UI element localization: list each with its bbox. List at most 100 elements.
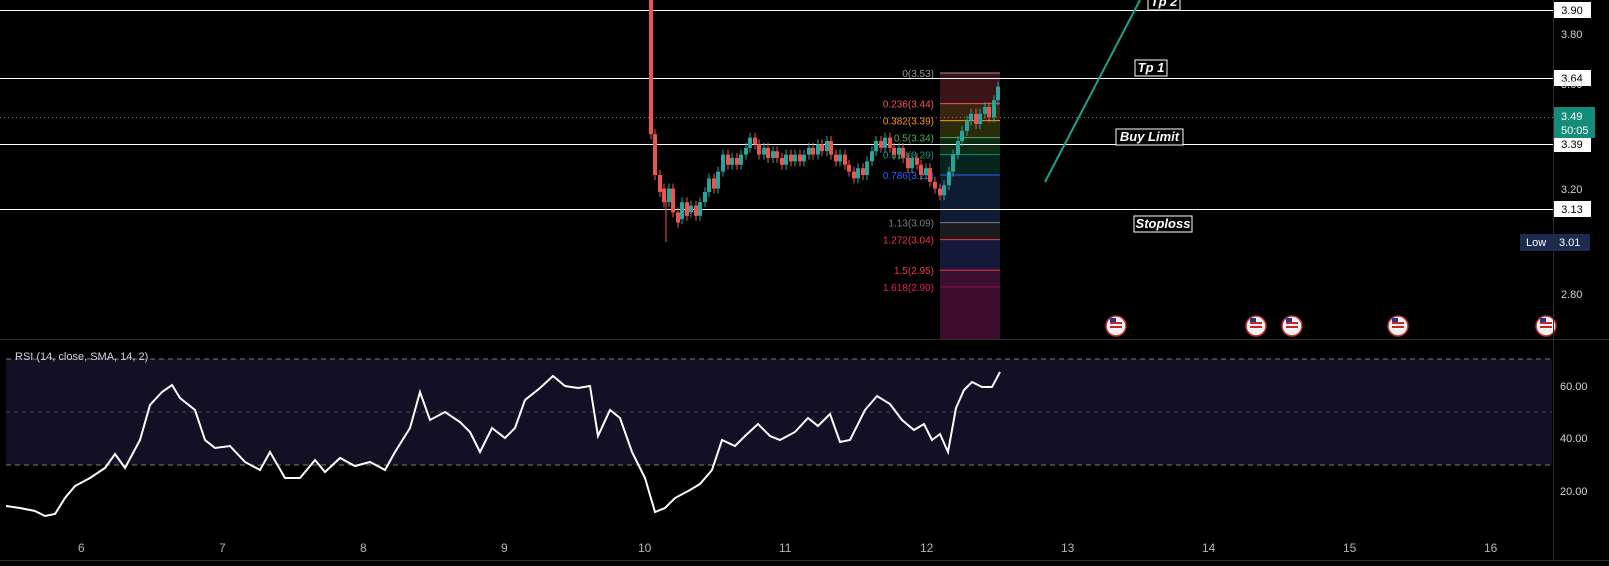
candle-body[interactable] xyxy=(978,113,982,124)
candle-body[interactable] xyxy=(802,154,806,162)
price-tick-label: 2.80 xyxy=(1561,289,1582,301)
candle-body[interactable] xyxy=(897,147,901,155)
candle-body[interactable] xyxy=(653,134,657,175)
candle-body[interactable] xyxy=(996,86,1000,101)
candle-body[interactable] xyxy=(829,141,833,155)
candle-body[interactable] xyxy=(753,137,757,145)
candle-body[interactable] xyxy=(928,168,932,182)
candle-body[interactable] xyxy=(843,154,847,165)
candle-body[interactable] xyxy=(739,154,743,165)
level-price-tag xyxy=(1554,136,1591,152)
candle-body[interactable] xyxy=(847,164,851,172)
candle-body[interactable] xyxy=(671,188,675,213)
candle-body[interactable] xyxy=(825,141,829,152)
candle-body[interactable] xyxy=(784,154,788,165)
candle-body[interactable] xyxy=(766,147,770,158)
candle-body[interactable] xyxy=(906,158,910,169)
candle-body[interactable] xyxy=(811,147,815,155)
candle-body[interactable] xyxy=(748,137,752,148)
candle-body[interactable] xyxy=(942,185,946,196)
candle-body[interactable] xyxy=(757,144,761,155)
candle-body[interactable] xyxy=(712,178,716,189)
candle-body[interactable] xyxy=(852,171,856,179)
candle-body[interactable] xyxy=(987,107,991,118)
candle-body[interactable] xyxy=(676,212,680,223)
candle-body[interactable] xyxy=(969,113,973,121)
candle-body[interactable] xyxy=(992,100,996,118)
annotation-box[interactable] xyxy=(1134,59,1168,77)
us-flag-event-icon[interactable] xyxy=(1535,315,1557,337)
main-price-pane[interactable]: 0(3.53) 0.236(3.44) 0.382(3.39) 0.5(3.34) 0.… xyxy=(0,0,1595,339)
candle-body[interactable] xyxy=(689,205,693,213)
candle-body[interactable] xyxy=(762,147,766,155)
candle-body[interactable] xyxy=(680,202,684,220)
candle-body[interactable] xyxy=(883,137,887,148)
us-flag-event-icon[interactable] xyxy=(1387,315,1409,337)
candle-body[interactable] xyxy=(960,130,964,141)
candle-body[interactable] xyxy=(910,158,914,169)
candle-body[interactable] xyxy=(789,154,793,162)
candle-body[interactable] xyxy=(879,141,883,148)
us-flag-event-icon[interactable] xyxy=(1245,315,1267,337)
candle-body[interactable] xyxy=(662,188,666,203)
candle-body[interactable] xyxy=(856,168,860,179)
candle-body[interactable] xyxy=(798,154,802,162)
time-label-8: 8 xyxy=(360,541,367,555)
candle-body[interactable] xyxy=(744,147,748,155)
candle-body[interactable] xyxy=(919,164,923,175)
candle-body[interactable] xyxy=(938,188,942,196)
candle-body[interactable] xyxy=(730,158,734,165)
candle-body[interactable] xyxy=(820,144,824,152)
candle-body[interactable] xyxy=(933,181,937,189)
candle-body[interactable] xyxy=(807,147,811,155)
candle-body[interactable] xyxy=(915,158,919,165)
candle-body[interactable] xyxy=(956,141,960,155)
candle-body[interactable] xyxy=(685,202,689,216)
candle-body[interactable] xyxy=(974,113,978,124)
us-flag-event-icon[interactable] xyxy=(1281,315,1303,337)
fib-zone xyxy=(940,137,1000,155)
candle-body[interactable] xyxy=(865,161,869,175)
annotation-box[interactable] xyxy=(1147,0,1181,11)
rsi-pane[interactable]: RSI (14, close, SMA, 14, 2) 60.00 40.00 … xyxy=(5,351,1588,518)
candle-body[interactable] xyxy=(901,147,905,158)
candle-body[interactable] xyxy=(888,137,892,148)
candle-body[interactable] xyxy=(771,151,775,158)
candle-body[interactable] xyxy=(775,151,779,158)
trend-line[interactable] xyxy=(1044,0,1141,183)
annotation-box[interactable] xyxy=(1133,215,1193,233)
candle-body[interactable] xyxy=(834,154,838,162)
candle-body[interactable] xyxy=(721,154,725,172)
candle-body[interactable] xyxy=(870,151,874,162)
candle-body[interactable] xyxy=(861,168,865,175)
candle-body[interactable] xyxy=(793,154,797,162)
candle-body[interactable] xyxy=(816,144,820,155)
us-flag-event-icon[interactable] xyxy=(1105,315,1127,337)
annotation-box[interactable] xyxy=(1115,128,1184,146)
fib-level-label: 1.618(2.90) xyxy=(883,283,934,294)
candle-body[interactable] xyxy=(726,154,730,165)
candle-body[interactable] xyxy=(947,171,951,186)
time-axis[interactable]: 6 7 8 9 10 11 12 13 14 15 16 xyxy=(78,541,1498,555)
candle-body[interactable] xyxy=(874,141,878,152)
candle-body[interactable] xyxy=(658,175,662,192)
candle-body[interactable] xyxy=(703,192,707,203)
candle-body[interactable] xyxy=(892,147,896,155)
candle-body[interactable] xyxy=(694,205,698,216)
candle-body[interactable] xyxy=(667,188,671,203)
candle-body[interactable] xyxy=(780,158,784,165)
candle-body[interactable] xyxy=(735,158,739,165)
rsi-indicator-title[interactable]: RSI (14, close, SMA, 14, 2) xyxy=(15,351,148,363)
candle-body[interactable] xyxy=(838,154,842,162)
candle-body[interactable] xyxy=(649,0,653,135)
fib-level-label: 1.5(2.95) xyxy=(894,266,934,277)
candle-body[interactable] xyxy=(965,120,969,131)
candle-body[interactable] xyxy=(707,178,711,192)
candle-body[interactable] xyxy=(951,154,955,172)
candle-body[interactable] xyxy=(983,107,987,114)
candle-body[interactable] xyxy=(924,168,928,175)
candle-body[interactable] xyxy=(698,202,702,216)
fib-level-label: 1.272(3.04) xyxy=(883,236,934,247)
candle-body[interactable] xyxy=(716,171,720,189)
